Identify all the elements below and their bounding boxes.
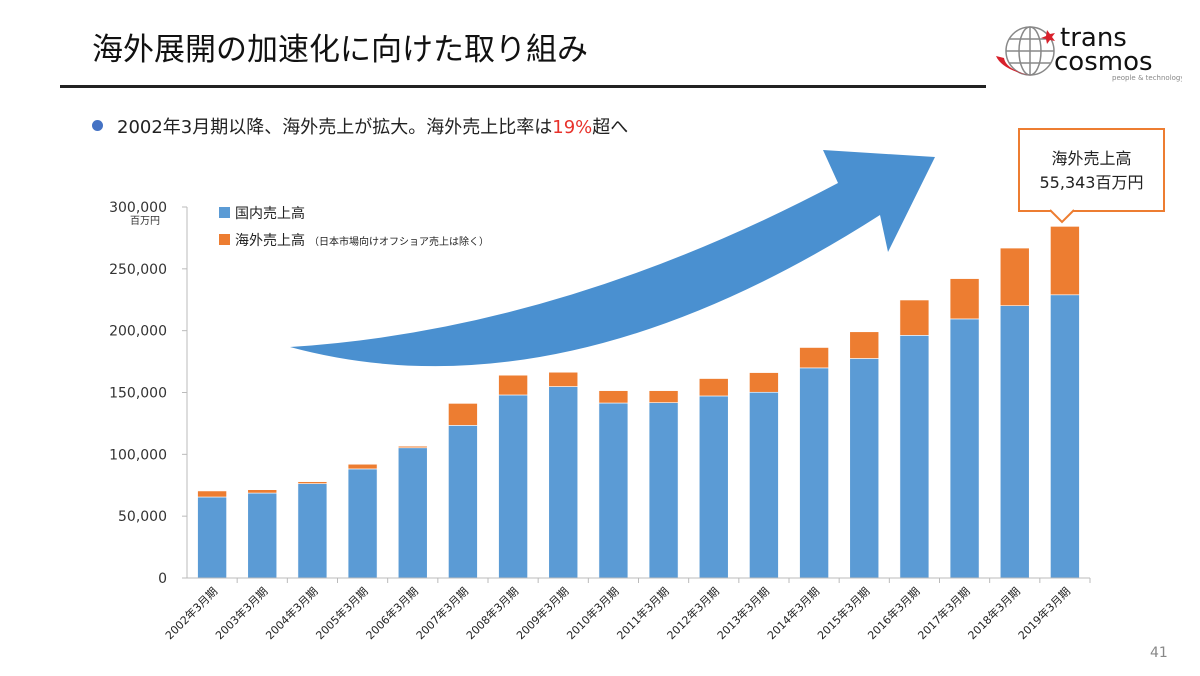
legend-label-domestic: 国内売上高	[235, 205, 305, 222]
bar-domestic	[799, 367, 829, 579]
bar-domestic	[749, 391, 779, 579]
bullet-highlight: 19%	[552, 117, 593, 138]
callout-pointer	[1049, 209, 1075, 224]
bar-domestic	[347, 468, 378, 579]
y-tick-label: 150,000	[109, 386, 167, 402]
y-tick-label: 200,000	[109, 324, 167, 340]
bar-domestic	[498, 394, 528, 579]
bar-overseas	[347, 463, 378, 470]
y-tick-label: 300,000	[109, 200, 167, 216]
growth-arrow-icon	[290, 150, 935, 367]
logo-text-trans: trans	[1060, 23, 1127, 53]
bar-overseas	[1050, 226, 1080, 296]
bar-overseas	[999, 247, 1030, 306]
bar-domestic	[999, 305, 1030, 579]
y-tick-label: 50,000	[118, 509, 167, 525]
bar-overseas	[397, 445, 428, 449]
bar-overseas	[598, 390, 629, 404]
callout-label: 海外売上高	[1051, 149, 1132, 168]
bar-domestic	[849, 358, 880, 579]
x-tick-label: 2019年3月期	[1015, 584, 1073, 642]
bar-domestic	[397, 447, 428, 579]
x-tick-label: 2018年3月期	[965, 584, 1023, 642]
x-tick-label: 2009年3月期	[513, 584, 571, 642]
x-tick-label: 2005年3月期	[313, 584, 371, 642]
bullet-point: 2002年3月期以降、海外売上が拡大。海外売上比率は19%超へ	[92, 113, 628, 139]
y-tick-label: 100,000	[109, 447, 167, 463]
logo-tagline: people & technology	[1112, 74, 1182, 82]
legend-label-overseas: 海外売上高 （日本市場向けオフショア売上は除く）	[235, 232, 489, 249]
bar-overseas	[247, 489, 278, 494]
bar-overseas	[949, 278, 980, 320]
page-number: 41	[1150, 645, 1168, 661]
bar-domestic	[648, 402, 679, 579]
x-tick-label: 2017年3月期	[915, 584, 973, 642]
legend-swatch-overseas	[219, 234, 230, 245]
x-tick-label: 2006年3月期	[363, 584, 421, 642]
x-tick-label: 2007年3月期	[413, 584, 471, 642]
bar-domestic	[698, 395, 729, 579]
bar-domestic	[197, 496, 227, 579]
x-tick-label: 2004年3月期	[263, 584, 321, 642]
globe-icon	[1005, 26, 1055, 76]
x-tick-label: 2003年3月期	[212, 584, 270, 642]
bar-domestic	[448, 425, 478, 579]
bar-domestic	[899, 335, 930, 579]
bar-overseas	[799, 347, 829, 369]
legend-swatch-domestic	[219, 207, 230, 218]
x-tick-label: 2015年3月期	[814, 584, 872, 642]
bar-overseas	[197, 490, 227, 498]
bar-domestic	[598, 402, 629, 579]
bar-overseas	[749, 372, 779, 393]
bar-domestic	[949, 318, 980, 579]
bar-domestic	[297, 483, 328, 579]
transcosmos-logo: trans cosmos people & technology	[996, 23, 1182, 82]
overseas-sales-callout: 海外売上高 55,343百万円	[1018, 128, 1165, 212]
x-tick-label: 2008年3月期	[463, 584, 521, 642]
x-tick-label: 2011年3月期	[614, 584, 672, 642]
bar-overseas	[849, 331, 880, 359]
x-tick-label: 2012年3月期	[664, 584, 722, 642]
bar-domestic	[548, 386, 579, 579]
bar-overseas	[448, 403, 478, 426]
x-tick-label: 2002年3月期	[162, 584, 220, 642]
bullet-text-end: 超へ	[592, 117, 629, 138]
x-tick-label: 2013年3月期	[714, 584, 772, 642]
x-tick-label: 2010年3月期	[564, 584, 622, 642]
callout-value: 55,343百万円	[1039, 173, 1144, 192]
y-unit-label: 百万円	[130, 215, 160, 227]
legend: 国内売上高 海外売上高 （日本市場向けオフショア売上は除く）	[219, 205, 489, 249]
bar-overseas	[899, 299, 930, 336]
bullet-dot-icon	[92, 120, 103, 131]
bar-domestic	[247, 492, 278, 579]
y-tick-label: 250,000	[109, 262, 167, 278]
title-divider	[60, 85, 986, 88]
logo-text-cosmos: cosmos	[1054, 47, 1153, 77]
x-tick-label: 2016年3月期	[865, 584, 923, 642]
bullet-text: 2002年3月期以降、海外売上が拡大。海外売上比率は	[117, 117, 553, 138]
x-tick-label: 2014年3月期	[764, 584, 822, 642]
bar-overseas	[698, 378, 729, 397]
bar-domestic	[1050, 294, 1080, 579]
y-tick-label: 0	[158, 571, 167, 587]
bar-overseas	[648, 390, 679, 403]
bar-overseas	[297, 481, 328, 484]
bar-overseas	[548, 371, 579, 387]
bar-overseas	[498, 374, 528, 396]
page-title: 海外展開の加速化に向けた取り組み	[92, 32, 588, 68]
